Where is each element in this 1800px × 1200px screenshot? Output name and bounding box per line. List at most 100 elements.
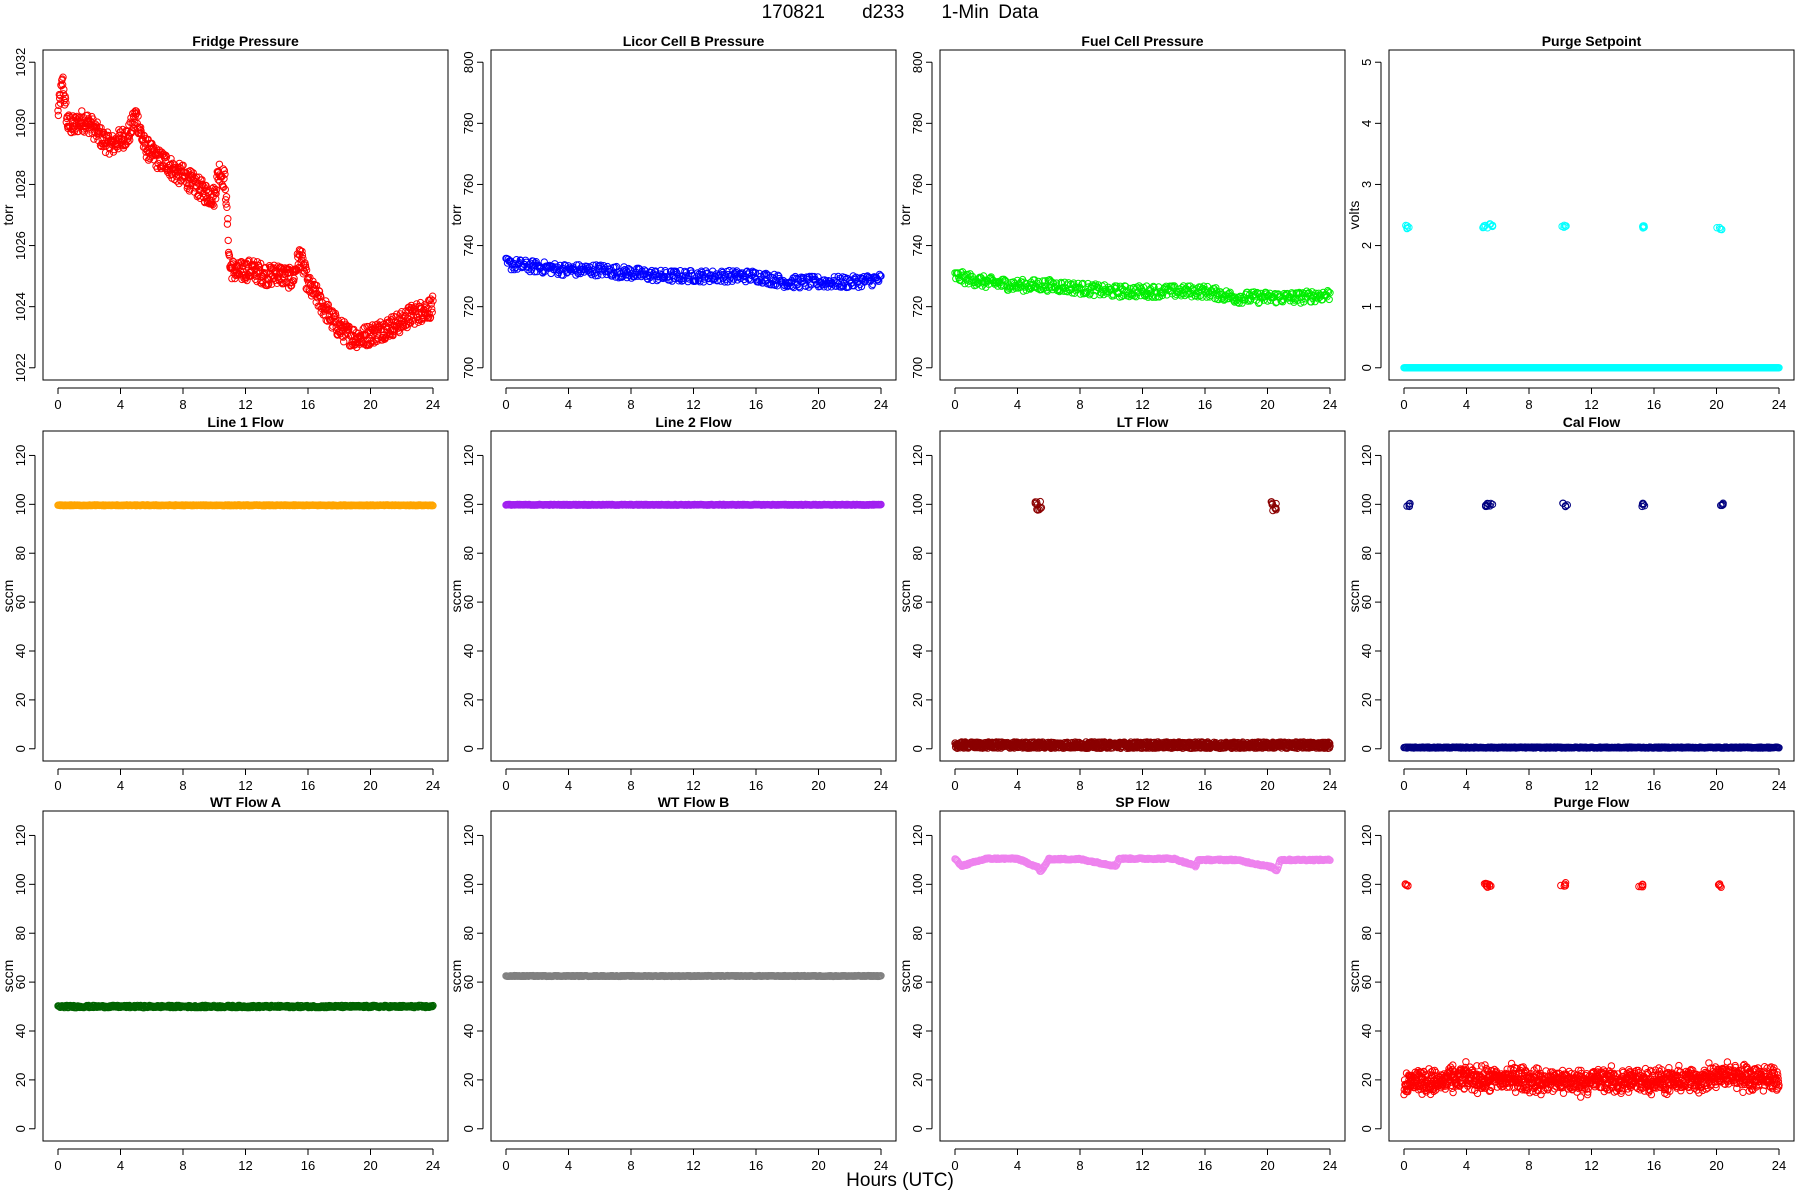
data-point bbox=[221, 185, 230, 194]
x-tick-label: 4 bbox=[565, 397, 572, 412]
x-tick-label: 16 bbox=[301, 397, 315, 412]
data-point bbox=[222, 193, 231, 201]
data-point bbox=[1324, 287, 1332, 295]
x-tick-label: 24 bbox=[426, 778, 440, 793]
data-point bbox=[221, 170, 229, 178]
data-point bbox=[355, 329, 363, 337]
plot-frame bbox=[42, 430, 449, 762]
x-tick-label: 0 bbox=[502, 778, 509, 793]
data-point bbox=[132, 110, 140, 118]
y-tick-label: 760 bbox=[461, 174, 476, 196]
data-point bbox=[620, 263, 628, 271]
x-tick-label: 20 bbox=[363, 778, 377, 793]
data-point bbox=[1048, 278, 1056, 286]
y-tick-label: 1026 bbox=[13, 231, 28, 260]
data-point bbox=[805, 283, 813, 291]
data-point bbox=[311, 285, 320, 293]
x-tick-label: 0 bbox=[54, 778, 61, 793]
y-tick-label: 1022 bbox=[13, 353, 28, 382]
data-point bbox=[1009, 285, 1017, 293]
y-tick-label: 700 bbox=[461, 357, 476, 379]
data-point bbox=[751, 269, 760, 277]
data-point bbox=[394, 324, 402, 332]
y-tick-label: 80 bbox=[910, 546, 925, 560]
data-points bbox=[1400, 499, 1783, 752]
data-point bbox=[1039, 277, 1047, 285]
data-point bbox=[220, 174, 228, 183]
x-tick-label: 24 bbox=[874, 778, 888, 793]
data-points bbox=[502, 500, 885, 509]
y-tick-label: 60 bbox=[910, 595, 925, 609]
x-tick-label: 8 bbox=[1076, 778, 1083, 793]
x-tick-label: 0 bbox=[54, 397, 61, 412]
data-point bbox=[529, 257, 537, 265]
x-tick-label: 0 bbox=[1400, 778, 1407, 793]
data-point bbox=[1278, 296, 1286, 305]
x-tick-label: 16 bbox=[749, 397, 763, 412]
data-points bbox=[502, 254, 885, 292]
data-point bbox=[126, 136, 134, 145]
data-point bbox=[953, 270, 961, 278]
x-tick-label: 20 bbox=[363, 397, 377, 412]
data-point bbox=[62, 99, 70, 107]
data-point bbox=[1210, 285, 1219, 293]
data-point bbox=[428, 292, 437, 300]
panel-title: Fuel Cell Pressure bbox=[1081, 33, 1203, 49]
y-tick-label: 120 bbox=[461, 445, 476, 467]
x-tick-label: 0 bbox=[1400, 397, 1407, 412]
data-points bbox=[951, 268, 1334, 307]
data-point bbox=[134, 112, 142, 120]
data-point bbox=[175, 159, 184, 168]
data-point bbox=[277, 263, 285, 272]
data-point bbox=[377, 326, 385, 334]
data-point bbox=[594, 271, 602, 280]
data-point bbox=[222, 196, 230, 204]
x-tick-label: 24 bbox=[874, 397, 888, 412]
panel-title: Fridge Pressure bbox=[192, 33, 299, 49]
data-point bbox=[692, 276, 700, 285]
data-point bbox=[124, 135, 132, 143]
data-point bbox=[128, 127, 136, 136]
y-axis-label: volts bbox=[1346, 201, 1362, 230]
data-point bbox=[61, 94, 70, 103]
data-point bbox=[293, 266, 301, 274]
x-tick-label: 4 bbox=[1463, 778, 1470, 793]
y-tick-label: 720 bbox=[461, 296, 476, 318]
data-point bbox=[1326, 742, 1334, 750]
plot-frame bbox=[42, 49, 449, 381]
y-axis-label: torr bbox=[897, 204, 913, 225]
data-point bbox=[814, 273, 822, 281]
y-tick-label: 720 bbox=[910, 296, 925, 318]
data-point bbox=[198, 176, 206, 184]
panel-title: Cal Flow bbox=[1563, 414, 1621, 430]
data-point bbox=[644, 275, 652, 283]
data-point bbox=[212, 186, 221, 194]
data-point bbox=[368, 337, 376, 345]
y-tick-label: 40 bbox=[1359, 644, 1374, 658]
x-tick-label: 8 bbox=[179, 397, 186, 412]
y-tick-label: 60 bbox=[1359, 595, 1374, 609]
y-tick-label: 20 bbox=[910, 693, 925, 707]
data-point bbox=[225, 252, 234, 260]
y-tick-label: 80 bbox=[1359, 546, 1374, 560]
data-point bbox=[253, 277, 261, 286]
data-point bbox=[405, 315, 414, 324]
data-point bbox=[1479, 223, 1487, 232]
x-tick-label: 12 bbox=[686, 397, 700, 412]
data-point bbox=[1325, 739, 1333, 747]
y-tick-label: 100 bbox=[461, 493, 476, 515]
x-tick-label: 0 bbox=[951, 778, 958, 793]
data-point bbox=[827, 283, 836, 291]
data-point bbox=[961, 279, 969, 288]
y-axis-label: torr bbox=[448, 204, 464, 225]
x-tick-label: 4 bbox=[117, 778, 124, 793]
data-points bbox=[54, 501, 437, 510]
data-point bbox=[1023, 280, 1031, 288]
y-tick-label: 80 bbox=[461, 546, 476, 560]
data-point bbox=[324, 300, 332, 309]
data-point bbox=[1150, 283, 1158, 292]
data-point bbox=[364, 336, 372, 344]
